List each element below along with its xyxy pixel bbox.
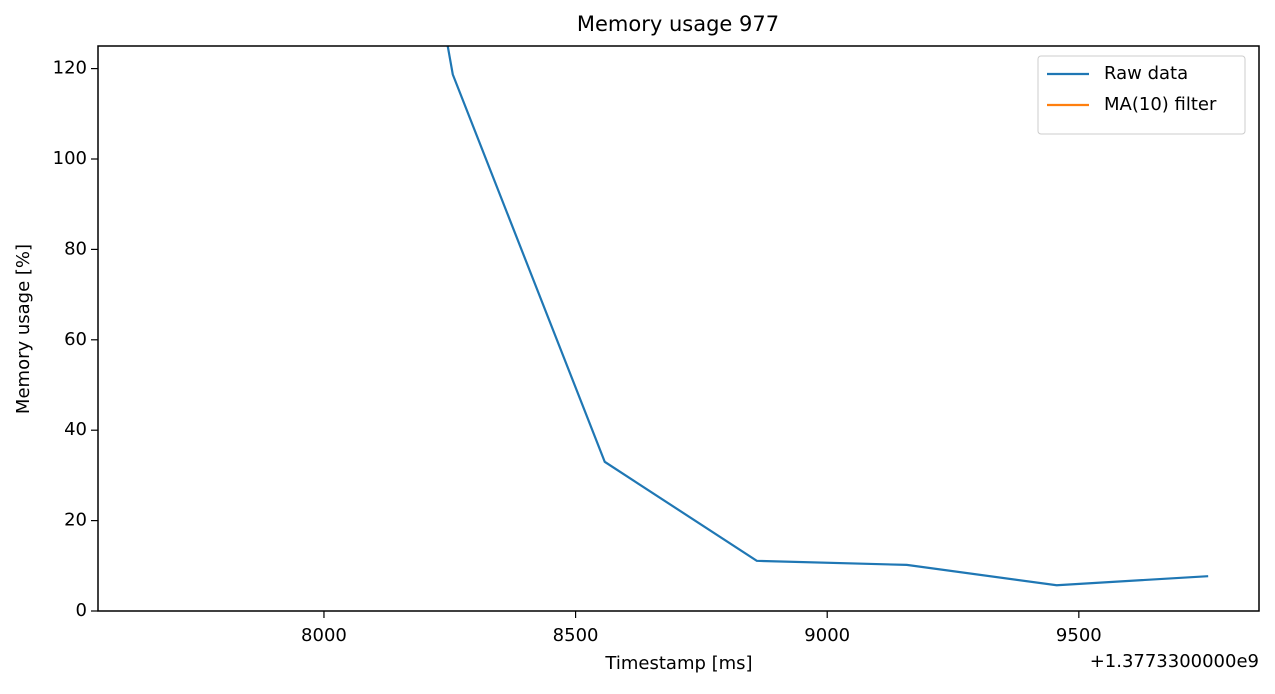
axes-frame <box>97 45 1260 612</box>
x-tick-label: 9000 <box>804 625 850 646</box>
y-tick-label: 100 <box>53 148 87 169</box>
y-axis-label: Memory usage [%] <box>13 244 34 414</box>
y-tick-label: 120 <box>53 58 87 79</box>
data-line <box>446 46 1209 587</box>
x-tick-label: 9500 <box>1056 625 1102 646</box>
legend-label: Raw data <box>1104 63 1188 84</box>
legend-box <box>1037 55 1246 135</box>
plot-area <box>446 46 1209 587</box>
x-offset-label: +1.3773300000e9 <box>1090 651 1259 672</box>
y-tick-label: 60 <box>64 329 87 350</box>
y-tick-label: 20 <box>64 510 87 531</box>
y-tick-label: 40 <box>64 419 87 440</box>
x-axis-label: Timestamp [ms] <box>604 653 752 674</box>
y-tick-label: 80 <box>64 238 87 259</box>
x-tick-label: 8500 <box>553 625 599 646</box>
chart-title: Memory usage 977 <box>577 12 779 36</box>
legend-label: MA(10) filter <box>1104 94 1217 115</box>
y-tick-label: 0 <box>76 600 87 621</box>
x-tick-label: 8000 <box>301 625 347 646</box>
